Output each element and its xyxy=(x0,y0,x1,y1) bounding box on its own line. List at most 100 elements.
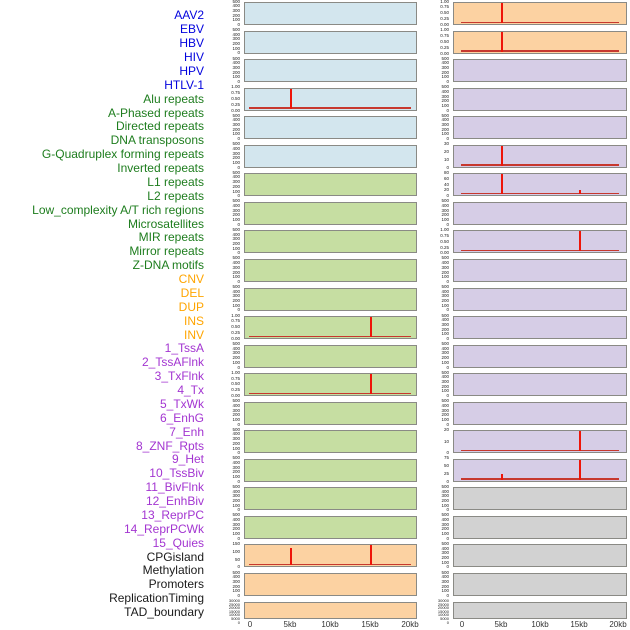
y-tick-label: 0.50 xyxy=(231,381,240,387)
y-tick-label: 0.50 xyxy=(440,38,449,44)
panel-CNV xyxy=(244,544,417,568)
x-tick-label: 15kb xyxy=(361,620,379,629)
y-axis-ticks: 1.00 0.75 0.50 0.25 0.00 xyxy=(415,0,451,28)
y-tick-label: 100 xyxy=(232,359,240,365)
row-label: 13_ReprPC xyxy=(141,507,204,522)
y-tick-label: 200 xyxy=(441,69,449,75)
y-tick-label: 200 xyxy=(232,240,240,246)
y-tick-label: 500 xyxy=(441,512,449,518)
y-tick-label: 300 xyxy=(232,407,240,413)
panel-11_BivFlnk xyxy=(453,344,627,368)
row-label: HTLV-1 xyxy=(164,77,204,92)
y-axis-ticks: 30 20 10 0 xyxy=(415,142,451,170)
y-tick-label: 20 xyxy=(443,149,449,155)
row-label: 1_TssA xyxy=(164,341,204,356)
y-tick-label: 25 xyxy=(443,470,449,476)
y-tick-label: 80 xyxy=(443,169,449,175)
y-axis-ticks: 500 400 300 200 100 0 xyxy=(206,28,242,56)
y-tick-label: 0 xyxy=(446,79,449,85)
density-baseline xyxy=(249,563,411,566)
row-label: DEL xyxy=(180,285,204,300)
row-label: 9_Het xyxy=(171,452,204,467)
y-axis-ticks: 500 400 300 200 100 0 xyxy=(206,113,242,142)
panel-INS xyxy=(453,2,627,25)
y-tick-label: 0 xyxy=(446,450,449,456)
y-tick-label: 100 xyxy=(441,416,449,422)
density-baseline xyxy=(461,50,619,52)
y-tick-label: 500 xyxy=(232,255,240,261)
y-tick-label: 400 xyxy=(232,288,240,294)
y-tick-label: 400 xyxy=(232,431,240,437)
y-tick-label: 0 xyxy=(237,50,240,56)
y-tick-label: 400 xyxy=(441,517,449,523)
y-tick-label: 200 xyxy=(232,69,240,75)
panel-DEL xyxy=(244,573,417,596)
y-tick-label: 500 xyxy=(232,569,240,575)
y-tick-label: 200 xyxy=(232,497,240,503)
y-tick-label: 300 xyxy=(441,493,449,499)
y-tick-label: 400 xyxy=(441,317,449,323)
y-tick-label: 100 xyxy=(441,131,449,137)
row-label: 11_BivFlnk xyxy=(145,480,204,495)
y-tick-label: 0 xyxy=(446,221,449,227)
panel-15_Quies xyxy=(453,458,627,482)
y-tick-label: 300 xyxy=(441,207,449,213)
y-tick-label: 400 xyxy=(232,488,240,494)
x-tick-label: 20kb xyxy=(609,620,627,629)
y-axis-ticks: 500 400 300 200 100 0 xyxy=(415,513,451,541)
y-tick-label: 25000 xyxy=(437,601,449,607)
density-spike xyxy=(289,88,293,109)
y-tick-label: 300 xyxy=(232,64,240,70)
y-tick-label: 500 xyxy=(232,226,240,232)
y-tick-label: 0.00 xyxy=(440,50,449,56)
row-label: INV xyxy=(183,327,204,342)
y-tick-label: 100 xyxy=(232,502,240,508)
row-label: 8_ZNF_Rpts xyxy=(135,438,204,453)
y-tick-label: 500 xyxy=(232,55,240,61)
y-tick-label: 200 xyxy=(441,383,449,389)
panel-L1 repeats xyxy=(244,344,417,368)
y-tick-label: 100 xyxy=(441,359,449,365)
y-tick-label: 100 xyxy=(232,416,240,422)
y-tick-label: 500 xyxy=(441,312,449,318)
row-label: Mirror repeats xyxy=(129,244,204,259)
y-axis-ticks: 500 400 300 200 100 0 xyxy=(415,113,451,142)
y-axis-ticks: 150 100 50 0 xyxy=(206,541,242,570)
y-tick-label: 300 xyxy=(441,321,449,327)
y-tick-label: 0 xyxy=(446,193,449,199)
density-spike xyxy=(578,431,582,452)
x-tick-label: 15kb xyxy=(570,620,588,629)
y-tick-label: 500 xyxy=(441,483,449,489)
y-tick-label: 200 xyxy=(232,440,240,446)
y-tick-label: 40 xyxy=(443,181,449,187)
density-spike xyxy=(500,31,504,52)
density-baseline xyxy=(461,21,619,23)
y-tick-label: 500 xyxy=(232,426,240,432)
panel-INV xyxy=(453,30,627,54)
panel-13_ReprPC xyxy=(453,401,627,425)
y-tick-label: 0.75 xyxy=(440,32,449,38)
y-tick-label: 10000 xyxy=(228,612,240,618)
row-label: EBV xyxy=(179,22,204,37)
y-tick-label: 0 xyxy=(237,136,240,142)
row-label: MIR repeats xyxy=(138,230,204,245)
y-tick-label: 200 xyxy=(441,355,449,361)
y-tick-label: 500 xyxy=(441,255,449,261)
panel-1_TssA xyxy=(453,59,627,83)
y-axis-ticks: 500 400 300 200 100 0 xyxy=(415,284,451,313)
y-tick-label: 400 xyxy=(441,88,449,94)
y-tick-label: 300 xyxy=(232,493,240,499)
row-label: CNV xyxy=(178,272,204,287)
y-tick-label: 500 xyxy=(441,198,449,204)
panel-MIR repeats xyxy=(244,458,417,482)
y-tick-label: 300 xyxy=(441,122,449,128)
y-tick-label: 0 xyxy=(446,535,449,541)
y-tick-label: 400 xyxy=(232,145,240,151)
y-tick-label: 200 xyxy=(232,355,240,361)
y-tick-label: 0 xyxy=(237,79,240,85)
x-tick-label: 0 xyxy=(247,620,253,629)
y-tick-label: 400 xyxy=(441,374,449,380)
y-tick-label: 500 xyxy=(232,169,240,175)
y-tick-label: 0.75 xyxy=(231,375,240,381)
